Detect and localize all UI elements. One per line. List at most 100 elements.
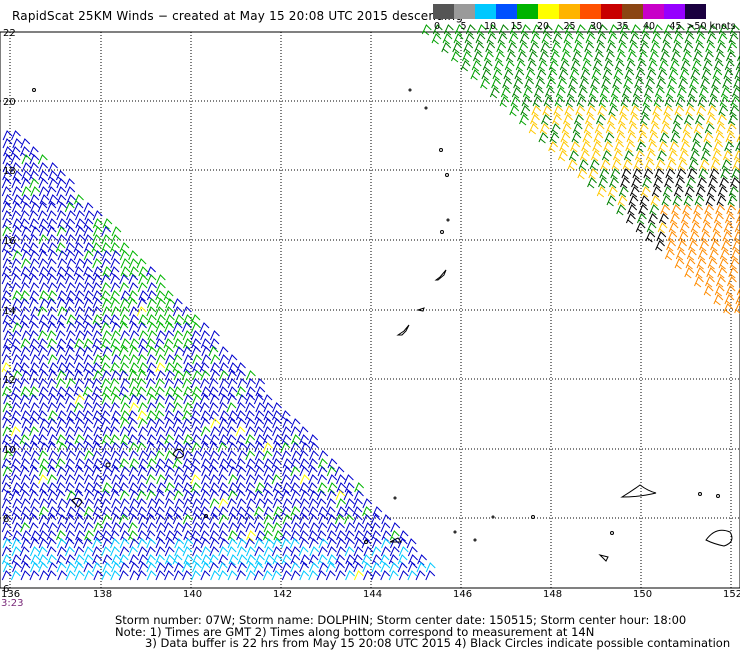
wind-barb (65, 522, 76, 533)
wind-barb (236, 370, 246, 381)
wind-barb (119, 282, 129, 293)
wind-barb (138, 362, 149, 374)
wind-barb (55, 322, 66, 333)
wind-barb (674, 105, 685, 117)
wind-barb (632, 87, 643, 99)
wind-barb (138, 314, 149, 326)
wind-barb (685, 258, 696, 270)
wind-barb (128, 466, 139, 477)
wind-barb (48, 362, 59, 374)
wind-barb (325, 506, 336, 518)
wind-barb (173, 338, 183, 350)
wind-barb (65, 330, 76, 341)
wind-barb (262, 442, 273, 453)
wind-barb (20, 234, 31, 245)
wind-barb (236, 418, 247, 429)
wind-barb (38, 234, 49, 245)
wind-barb (227, 354, 238, 365)
wind-barb (695, 267, 706, 279)
wind-barb (572, 51, 582, 63)
wind-barb (155, 274, 166, 285)
wind-barb (100, 354, 111, 365)
wind-barb (253, 570, 264, 581)
wind-barb (637, 132, 648, 144)
wind-barb (2, 306, 12, 317)
wind-barb (465, 24, 476, 36)
wind-barb (336, 482, 347, 494)
wind-barb (47, 562, 58, 573)
wind-barb (470, 69, 481, 81)
color-scale-label: 30 (589, 21, 603, 32)
wind-barb (618, 114, 628, 126)
wind-barb (21, 442, 31, 453)
wind-barb (631, 96, 642, 108)
wind-barb (147, 394, 157, 405)
wind-barb (82, 386, 93, 398)
wind-barb (11, 354, 22, 365)
wind-barb (136, 258, 147, 269)
wind-barb (84, 490, 95, 501)
wind-barb (1, 234, 12, 245)
wind-barb (19, 394, 30, 405)
wind-barb (506, 51, 516, 63)
wind-barb (219, 370, 229, 381)
wind-barb (19, 298, 30, 309)
color-swatch (664, 4, 685, 19)
wind-barb (111, 522, 122, 533)
wind-barb (156, 442, 166, 453)
wind-barb (263, 546, 274, 557)
wind-barb (489, 87, 500, 99)
wind-barb (127, 426, 138, 437)
wind-barb (146, 306, 157, 317)
wind-barb (57, 258, 68, 269)
wind-barb (541, 33, 552, 45)
wind-barb (291, 450, 302, 461)
wind-barb (589, 159, 600, 171)
wind-barb (165, 402, 175, 413)
wind-barb (57, 450, 67, 461)
wind-barb (727, 276, 737, 288)
wind-barb (398, 530, 409, 542)
wind-barb (174, 538, 185, 549)
wind-barb (620, 177, 630, 189)
wind-barb (667, 150, 678, 162)
wind-barb (64, 370, 75, 381)
wind-barb (91, 362, 102, 374)
wind-barb (679, 222, 690, 234)
wind-barb (727, 42, 738, 54)
wind-barb (380, 546, 391, 557)
wind-barb (219, 538, 230, 549)
wind-barb (616, 123, 627, 135)
wind-barb (164, 322, 175, 333)
color-scale-label: 25 (563, 21, 576, 32)
wind-barb (685, 24, 696, 36)
wind-barb (83, 466, 94, 477)
wind-barb (675, 96, 686, 108)
wind-barb (111, 226, 122, 237)
wind-barb (668, 222, 679, 234)
wind-barb (93, 530, 104, 542)
wind-barb (154, 490, 165, 501)
wind-barb (625, 213, 636, 225)
wind-barb (733, 150, 740, 161)
wind-barb (678, 78, 688, 90)
wind-barb (508, 33, 519, 45)
wind-barb (83, 546, 94, 557)
wind-barb (729, 105, 740, 117)
wind-barb (308, 514, 319, 525)
wind-barb (75, 450, 86, 461)
wind-barb (128, 442, 139, 453)
wind-barb (127, 418, 138, 429)
wind-barb (603, 60, 614, 72)
wind-barb (102, 538, 113, 549)
wind-barb (217, 562, 228, 573)
wind-barb (11, 258, 22, 269)
wind-barb (451, 51, 461, 63)
wind-barb (46, 202, 57, 213)
wind-barb (380, 570, 391, 581)
wind-barb (200, 426, 211, 437)
wind-barb (19, 322, 30, 333)
wind-barb (39, 242, 49, 254)
wind-barb (272, 498, 283, 509)
wind-barb (600, 159, 611, 171)
